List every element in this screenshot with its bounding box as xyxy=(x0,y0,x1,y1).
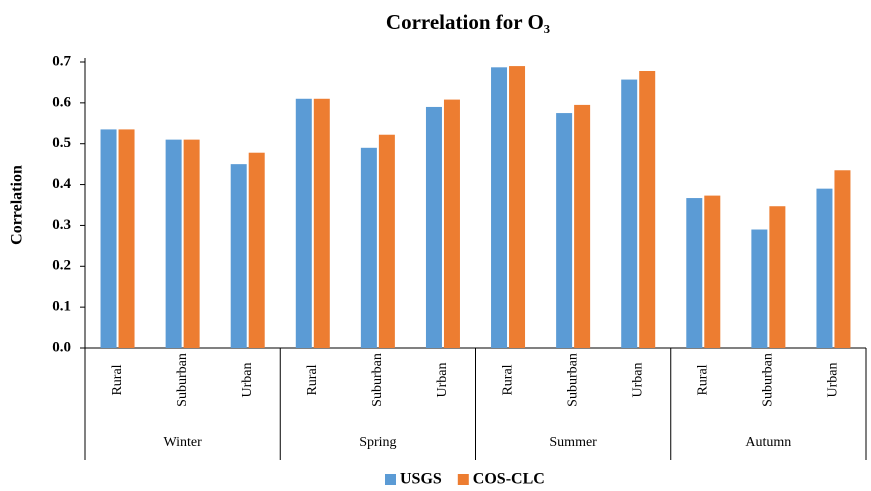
bar xyxy=(118,129,135,348)
x-tick-label: Suburban xyxy=(761,353,776,407)
bar xyxy=(816,188,833,348)
group-label: Summer xyxy=(549,435,597,450)
x-tick-label: Rural xyxy=(500,364,515,395)
x-tick-label: Rural xyxy=(696,364,711,395)
y-tick-label: 0.2 xyxy=(52,258,71,274)
y-axis-title: Correlation xyxy=(9,165,26,245)
bar xyxy=(491,67,508,348)
y-tick-label: 0.0 xyxy=(52,339,71,355)
x-tick-label: Urban xyxy=(435,363,450,398)
bar xyxy=(165,139,182,348)
legend-label: USGS xyxy=(400,471,442,488)
legend-swatch xyxy=(457,474,469,485)
y-tick-label: 0.7 xyxy=(52,53,71,69)
bar xyxy=(621,79,638,348)
bar xyxy=(509,66,526,348)
bar xyxy=(639,70,656,348)
bar xyxy=(425,106,442,348)
bar xyxy=(295,98,312,349)
y-tick-label: 0.5 xyxy=(52,135,71,151)
bar xyxy=(574,104,591,349)
bar xyxy=(183,139,200,348)
legend-swatch xyxy=(385,474,396,485)
bar xyxy=(704,195,721,348)
x-tick-label: Urban xyxy=(826,363,841,398)
x-tick-label: Rural xyxy=(110,364,125,395)
bar xyxy=(751,229,768,348)
y-tick-label: 0.3 xyxy=(52,217,71,233)
y-tick-label: 0.6 xyxy=(52,94,71,110)
y-tick-label: 0.4 xyxy=(52,176,71,192)
legend-label: COS-CLC xyxy=(473,471,545,488)
bar xyxy=(230,164,247,348)
bar xyxy=(248,152,265,348)
x-tick-label: Suburban xyxy=(370,353,385,407)
x-tick-label: Suburban xyxy=(175,353,190,407)
bar xyxy=(360,147,377,348)
bar xyxy=(556,113,573,348)
chart-title: Correlation for O₃ xyxy=(386,10,550,34)
x-tick-label: Rural xyxy=(305,364,320,395)
bar xyxy=(834,170,851,348)
group-label: Autumn xyxy=(745,435,791,450)
bar xyxy=(443,99,460,349)
x-tick-label: Urban xyxy=(240,363,255,398)
bar xyxy=(313,98,330,349)
bar xyxy=(378,134,395,348)
bar xyxy=(686,198,703,348)
group-label: Spring xyxy=(359,435,396,450)
group-label: Winter xyxy=(163,435,202,450)
bar xyxy=(100,129,117,348)
x-tick-label: Suburban xyxy=(565,353,580,407)
x-tick-label: Urban xyxy=(630,363,645,398)
y-tick-label: 0.1 xyxy=(52,299,71,315)
bar xyxy=(769,206,786,348)
